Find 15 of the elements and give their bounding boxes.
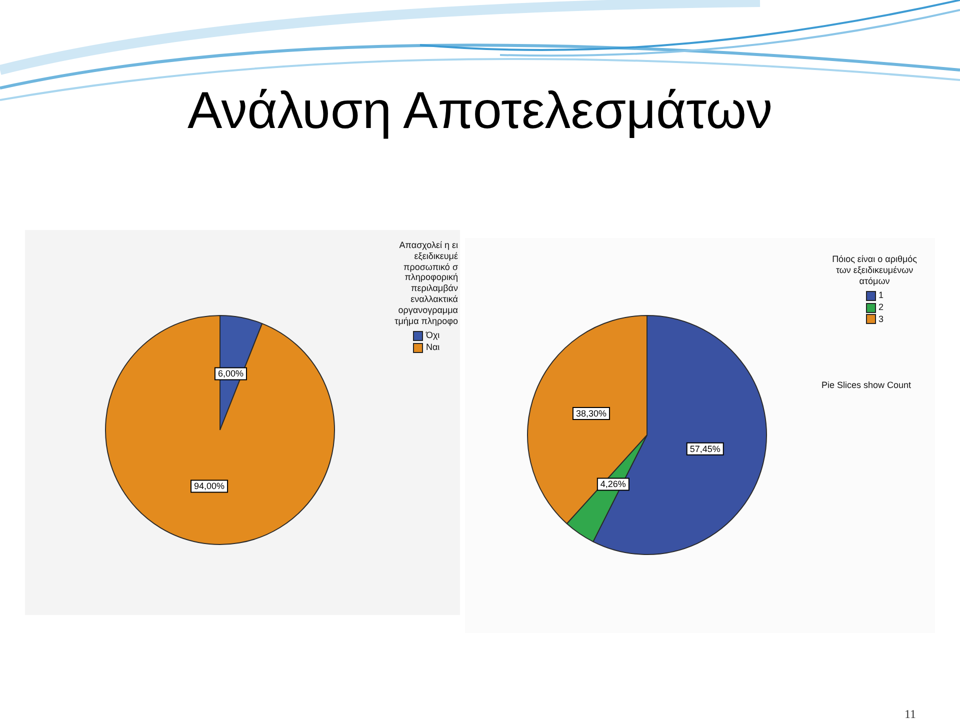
data-label: 6,00% bbox=[218, 368, 244, 379]
text: 11 bbox=[904, 707, 916, 720]
text: Pie Slices show Count bbox=[821, 380, 911, 390]
legend-title: Απασχολεί η ει εξειδικευμέ προσωπικό σ πληροφορική περιλαμβάν εναλλακτικά οργανογραμμα τμήμα πληροφο bbox=[394, 240, 458, 326]
legend-title: Πόιος είναι ο αριθμός των εξειδικευμένων ατόμων bbox=[832, 254, 917, 286]
data-label: 57,45% bbox=[690, 444, 720, 454]
legend-label: 3 bbox=[878, 314, 884, 325]
legend-label: Ναι bbox=[426, 342, 440, 353]
data-label: 38,30% bbox=[576, 408, 607, 419]
chart-title: Ανάλυση Αποτελεσμάτων bbox=[186, 82, 774, 142]
data-label: 4,26% bbox=[600, 479, 626, 490]
legend-label: Όχι bbox=[426, 330, 440, 342]
data-label: 94,00% bbox=[194, 481, 225, 492]
legend-label: 1 bbox=[878, 290, 884, 302]
legend-label: 2 bbox=[878, 302, 884, 313]
